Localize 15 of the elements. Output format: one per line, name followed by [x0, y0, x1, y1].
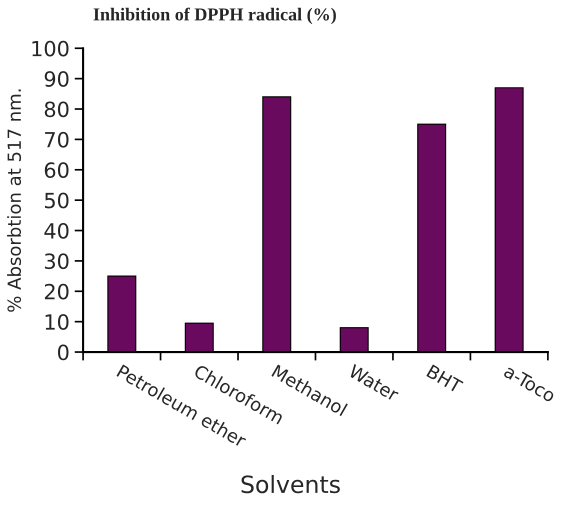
y-tick-label: 40	[44, 222, 69, 239]
x-axis-title: Solvents	[242, 474, 340, 494]
y-tick-label: 80	[44, 101, 69, 118]
y-tick-label: 90	[44, 71, 69, 87]
y-tick-label: 30	[44, 253, 69, 270]
y-tick-label: 70	[45, 132, 69, 148]
y-tick-label: 20	[44, 284, 69, 300]
chart-title: Inhibition of DPPH radical (%)	[94, 8, 336, 24]
y-tick-label: 100	[32, 40, 69, 56]
x-tick-label: BHT	[426, 364, 464, 394]
y-tick-label: 0	[58, 344, 69, 360]
y-axis-title: % Absorbtion at 517 nm.	[7, 89, 22, 312]
y-tick-label: 50	[44, 192, 69, 208]
y-tick-label: 60	[44, 162, 69, 178]
y-tick-label: 10	[46, 314, 69, 330]
